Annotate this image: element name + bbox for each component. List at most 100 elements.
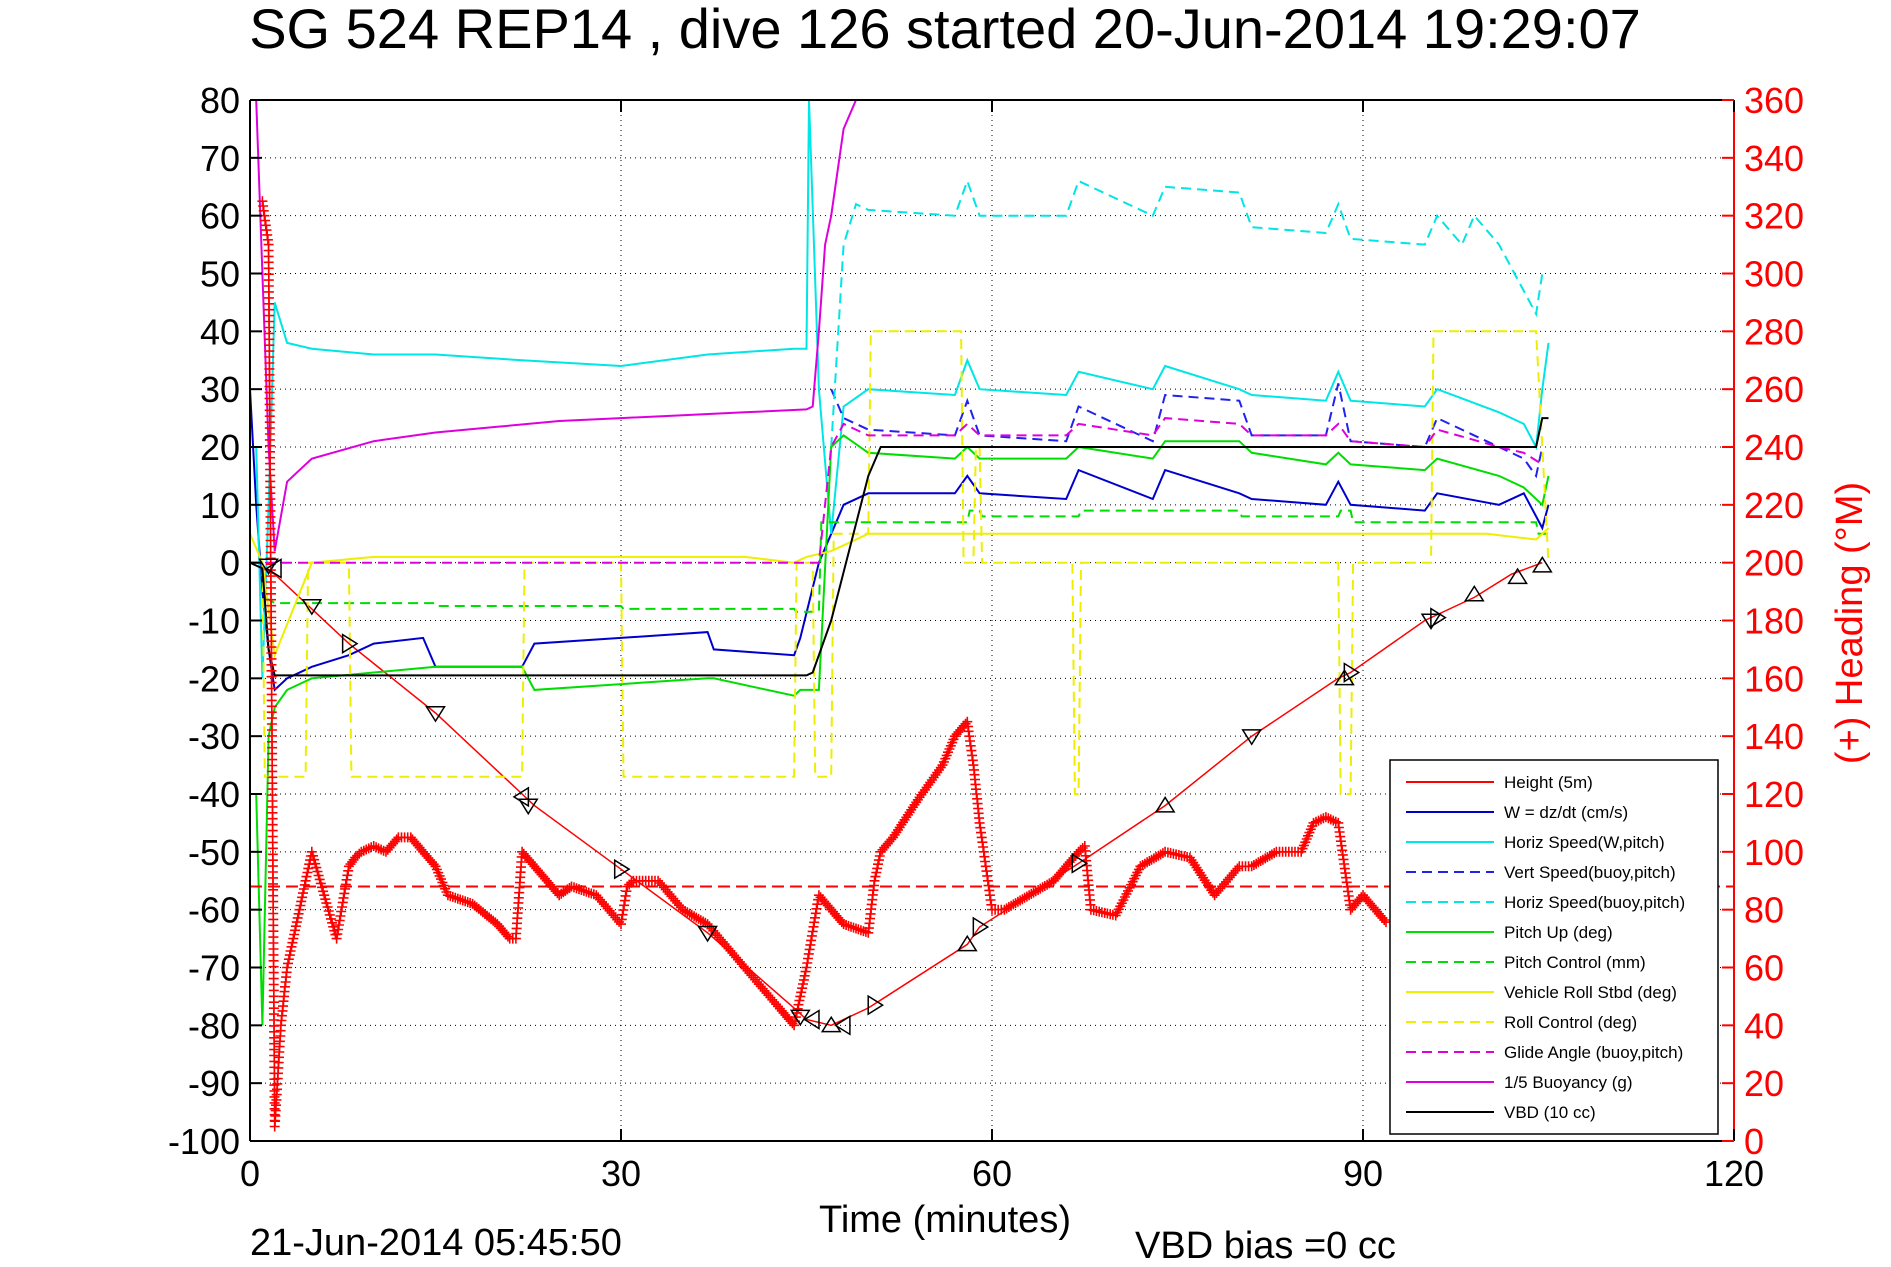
- y-right-tick-label: 40: [1744, 1005, 1784, 1046]
- heading-point: [581, 886, 592, 897]
- triangle-marker-down: [1241, 729, 1263, 746]
- heading-point: [283, 958, 293, 969]
- legend-label-height: Height (5m): [1504, 773, 1593, 792]
- legend-label-pitch_ctrl: Pitch Control (mm): [1504, 953, 1646, 972]
- series-line-glide: [250, 417, 1543, 564]
- triangle-marker-left: [803, 1009, 820, 1030]
- y-right-tick-label: 220: [1744, 485, 1804, 526]
- heading-point: [371, 842, 382, 853]
- y-right-tick-label: 60: [1744, 948, 1784, 989]
- series-line-hspeed: [255, 100, 1550, 679]
- triangle-marker-right: [613, 858, 631, 880]
- heading-point: [340, 879, 351, 890]
- heading-point: [1379, 915, 1390, 925]
- y-tick-label: 10: [200, 485, 240, 526]
- y-tick-label: -80: [188, 1005, 240, 1046]
- heading-point: [339, 888, 350, 899]
- x-tick-label: 0: [240, 1153, 260, 1194]
- heading-point: [294, 904, 305, 915]
- legend-label-buoyancy: 1/5 Buoyancy (g): [1504, 1073, 1633, 1092]
- heading-point: [799, 970, 810, 981]
- triangle-marker-up: [1334, 668, 1355, 686]
- heading-point: [303, 863, 314, 874]
- heading-point: [358, 845, 369, 856]
- heading-point: [848, 922, 859, 933]
- heading-point: [874, 851, 885, 861]
- triangle-marker-down: [697, 925, 718, 943]
- triangle-marker-right: [972, 916, 990, 938]
- triangle-marker-down: [258, 558, 279, 576]
- heading-point: [1325, 814, 1336, 825]
- y-right-tick-label: 160: [1744, 658, 1804, 699]
- triangle-marker-right: [1343, 662, 1361, 683]
- y-tick-label: -30: [188, 716, 240, 757]
- heading-point: [285, 946, 296, 956]
- y-right-tick-label: 200: [1744, 543, 1804, 584]
- y-right-tick-label: 0: [1744, 1121, 1764, 1162]
- heading-point: [1320, 812, 1331, 823]
- legend-label-w: W = dz/dt (cm/s): [1504, 803, 1628, 822]
- heading-point: [893, 824, 903, 835]
- y-right-tick-label: 80: [1744, 890, 1784, 931]
- heading-point: [1232, 863, 1243, 874]
- heading-point: [445, 891, 456, 902]
- series-line-w: [250, 389, 1550, 692]
- y-right-tick-label: 140: [1744, 716, 1804, 757]
- y-right-tick-label: 360: [1744, 80, 1804, 121]
- heading-point: [442, 890, 453, 901]
- heading-point: [838, 919, 849, 930]
- heading-point: [455, 894, 466, 905]
- triangle-marker-up: [1507, 567, 1528, 585]
- heading-point: [1328, 815, 1339, 826]
- legend-label-roll: Vehicle Roll Stbd (deg): [1504, 983, 1677, 1002]
- y-tick-label: -100: [168, 1121, 240, 1162]
- series-line-height: [250, 561, 1543, 1027]
- legend-label-hspeed: Horiz Speed(W,pitch): [1504, 833, 1665, 852]
- legend-label-pitch: Pitch Up (deg): [1504, 923, 1613, 942]
- heading-point: [797, 983, 808, 994]
- heading-point: [846, 921, 856, 932]
- heading-point: [291, 917, 302, 928]
- heading-point: [363, 843, 374, 854]
- end-date-text: 21-Jun-2014 05:45:50: [250, 1222, 622, 1262]
- triangle-marker-right: [341, 633, 359, 654]
- y-right-tick-label: 120: [1744, 774, 1804, 815]
- heading-point: [566, 881, 577, 892]
- legend-label-vspeed: Vert Speed(buoy,pitch): [1504, 863, 1676, 882]
- legend-label-roll_ctrl: Roll Control (deg): [1504, 1013, 1637, 1032]
- chart-title: SG 524 REP14 , dive 126 started 20-Jun-2…: [249, 0, 1641, 60]
- heading-point: [335, 911, 346, 921]
- y-tick-label: 70: [200, 138, 240, 179]
- heading-point: [793, 999, 804, 1010]
- y-tick-label: -70: [188, 948, 240, 989]
- y-tick-label: -10: [188, 601, 240, 642]
- heading-point: [300, 875, 311, 886]
- legend-box: [1389, 759, 1719, 1135]
- heading-point: [289, 929, 300, 940]
- y-tick-label: -90: [188, 1063, 240, 1104]
- heading-point: [356, 846, 367, 857]
- heading-point: [447, 891, 458, 902]
- y-right-tick-label: 240: [1744, 427, 1804, 468]
- y-right-tick-label: 260: [1744, 369, 1804, 410]
- y-tick-label: -60: [188, 890, 240, 931]
- heading-point: [626, 877, 637, 888]
- heading-point: [841, 920, 852, 930]
- y-tick-label: 0: [220, 543, 240, 584]
- heading-point: [428, 859, 439, 870]
- right-y-axis-label: (+) Heading (°M): [1829, 482, 1871, 764]
- heading-point: [620, 890, 631, 901]
- triangle-marker-right: [867, 994, 885, 1016]
- y-right-tick-label: 20: [1744, 1063, 1784, 1104]
- heading-point: [457, 895, 468, 906]
- triangle-marker-left: [834, 1014, 851, 1036]
- heading-point: [297, 892, 308, 903]
- heading-point: [935, 762, 946, 773]
- heading-point: [1308, 817, 1319, 828]
- legend-label-hspeed_buoy: Horiz Speed(buoy,pitch): [1504, 893, 1685, 912]
- series-line-vspeed: [830, 383, 1544, 479]
- triangle-marker-up: [956, 934, 978, 952]
- heading-point: [462, 897, 473, 908]
- y-right-tick-label: 300: [1744, 254, 1804, 295]
- heading-point: [342, 870, 353, 881]
